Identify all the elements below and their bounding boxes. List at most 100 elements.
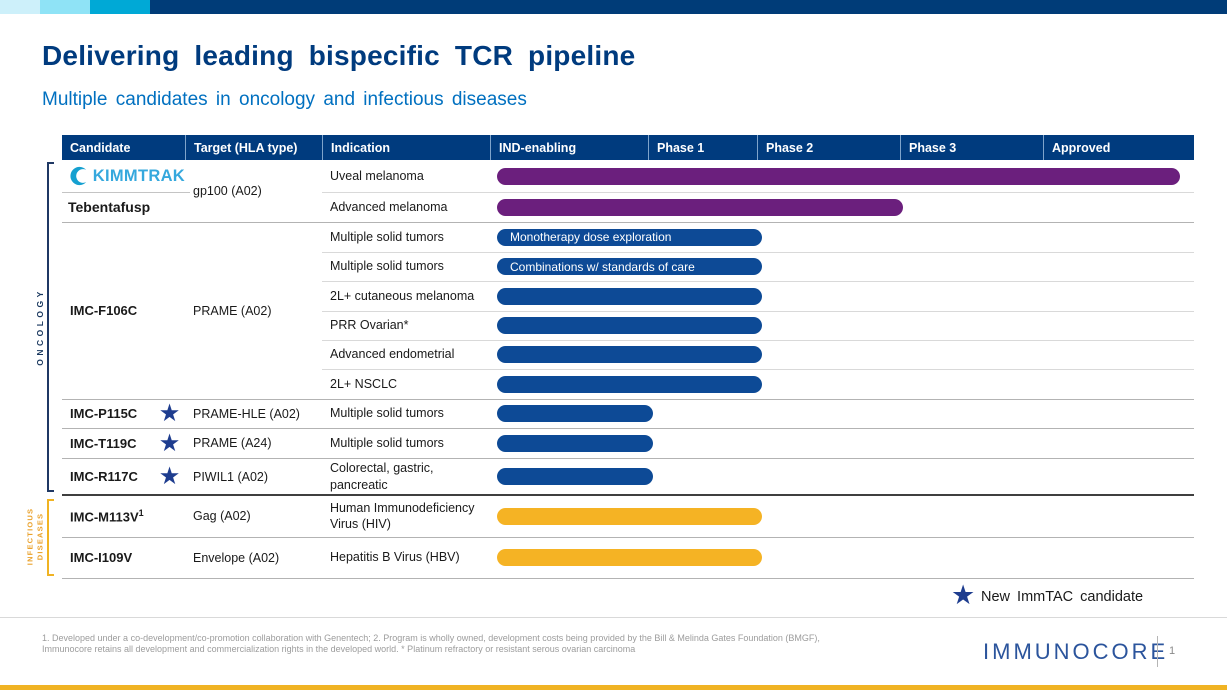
pipeline-bar — [497, 167, 1180, 185]
oncology-group-label: ONCOLOGY — [35, 288, 45, 366]
indication-cell: 2L+ cutaneous melanoma — [330, 288, 475, 303]
separator-line — [322, 369, 1194, 370]
target-cell: Gag (A02) — [193, 509, 251, 523]
candidate-name: IMC-R117C — [70, 469, 138, 484]
separator-line — [62, 192, 190, 193]
immunocore-logo: IMMUNOCORE — [983, 639, 1169, 664]
pipeline-bar — [497, 317, 762, 334]
indication-cell: Multiple solid tumors — [330, 229, 444, 244]
topbar-segment-medium-blue — [90, 0, 150, 14]
column-header: Approved — [1043, 135, 1194, 160]
pipeline-bar — [497, 375, 762, 393]
pipeline-bar — [497, 346, 762, 363]
topbar-segment-light-cyan — [0, 0, 40, 14]
indication-cell: PRR Ovarian* — [330, 318, 409, 333]
target-cell: PRAME (A24) — [193, 436, 272, 450]
separator-line — [62, 494, 1194, 496]
separator-line — [62, 399, 1194, 400]
candidate-cell: IMC-T119C ★ — [62, 428, 185, 458]
column-header: Phase 2 — [757, 135, 900, 160]
kimmtrak-logo: KIMMTRAK — [68, 160, 185, 192]
column-header: Phase 3 — [900, 135, 1043, 160]
candidate-cell: IMC-I109V — [62, 537, 185, 578]
bottom-accent-bar — [0, 685, 1227, 690]
column-header: Target (HLA type) — [185, 135, 322, 160]
pipeline-bar — [497, 287, 762, 305]
new-immtac-star-icon: ★ — [160, 465, 179, 488]
separator-line — [322, 340, 1194, 341]
pipeline-bar: Monotherapy dose exploration — [497, 228, 762, 246]
pipeline-bar-label: Combinations w/ standards of care — [510, 259, 695, 274]
separator-line — [322, 252, 1194, 253]
candidate-cell: IMC-R117C ★ — [62, 458, 185, 495]
oncology-bracket-line — [47, 162, 49, 492]
new-immtac-star-icon: ★ — [951, 580, 976, 610]
new-immtac-star-icon: ★ — [160, 431, 179, 455]
separator-line — [62, 458, 1194, 459]
pipeline-bar — [497, 434, 653, 452]
page-number: 1 — [1169, 645, 1176, 657]
infectious-bracket-tick — [47, 499, 54, 501]
pipeline-bar — [497, 507, 762, 525]
pipeline-table-header: Candidate Target (HLA type) Indication IND-… — [62, 135, 1194, 160]
separator-line — [322, 311, 1194, 312]
pipeline-bar — [497, 198, 903, 216]
page-subtitle: Multiple candidates in oncology and infe… — [42, 89, 527, 110]
candidate-cell: KIMMTRAK Tebentafusp — [62, 160, 185, 222]
pipeline-bar-label: Monotherapy dose exploration — [510, 230, 672, 244]
pipeline-table: Candidate Target (HLA type) Indication IND-… — [62, 135, 1194, 579]
indication-cell: Uveal melanoma — [330, 168, 424, 183]
footnote-line-1: 1. Developed under a co-development/co-p… — [42, 633, 820, 643]
separator-line — [62, 222, 1194, 223]
indication-cell: Multiple solid tumors — [330, 435, 444, 450]
separator-line — [62, 578, 1194, 579]
legend-label: New ImmTAC candidate — [981, 589, 1144, 605]
pipeline-bar — [497, 468, 653, 485]
new-immtac-star-icon: ★ — [160, 402, 179, 425]
oncology-bracket-tick — [47, 490, 54, 492]
indication-cell: Multiple solid tumors — [330, 406, 444, 421]
separator-line — [62, 428, 1194, 429]
footnotes: 1. Developed under a co-development/co-p… — [42, 633, 952, 655]
candidate-name: IMC-P115C — [70, 406, 138, 421]
target-cell: PIWIL1 (A02) — [193, 469, 269, 484]
column-header: IND-enabling — [490, 135, 648, 160]
separator-line — [322, 281, 1194, 282]
infectious-label-line2: DISEASES — [35, 512, 44, 561]
candidate-name: Tebentafusp — [68, 199, 151, 215]
candidate-name: IMC-T119C — [70, 435, 137, 451]
pipeline-bar — [497, 405, 653, 422]
footnote-line-2: Immunocore retains all development and c… — [42, 644, 636, 654]
pipeline-bar: Combinations w/ standards of care — [497, 258, 762, 275]
infectious-label-line1: INFECTIOUS — [25, 507, 34, 566]
infectious-group-label: INFECTIOUS DISEASES — [25, 489, 46, 585]
page-title: Delivering leading bispecific TCR pipeli… — [42, 40, 636, 71]
kimmtrak-logo-text: KIMMTRAK — [92, 166, 185, 185]
candidate-cell: IMC-F106C — [62, 222, 185, 399]
candidate-cell: IMC-P115C ★ — [62, 399, 185, 428]
page-number-divider — [1157, 636, 1158, 667]
indication-cell: Advanced endometrial — [330, 347, 455, 362]
target-cell: PRAME-HLE (A02) — [193, 406, 300, 421]
pipeline-bar — [497, 549, 762, 566]
indication-cell: 2L+ NSCLC — [330, 376, 398, 391]
infectious-bracket-tick — [47, 574, 54, 576]
indication-cell: Colorectal, gastric, pancreatic — [330, 461, 434, 492]
target-cell: gp100 (A02) — [193, 184, 262, 198]
target-cell: Envelope (A02) — [193, 550, 280, 565]
pipeline-table-body: KIMMTRAK Tebentafusp gp100 (A02) Uveal mela… — [62, 160, 1194, 579]
candidate-name: IMC-F106C — [70, 303, 138, 318]
indication-cell: Advanced melanoma — [330, 199, 448, 214]
kimmtrak-crescent-icon — [70, 166, 87, 186]
candidate-cell: IMC-M113V1 — [62, 495, 185, 537]
column-header: Phase 1 — [648, 135, 757, 160]
candidate-name: IMC-I109V — [70, 550, 133, 565]
indication-cell: Multiple solid tumors — [330, 259, 444, 274]
indication-cell: Human Immunodeficiency Virus (HIV) — [330, 500, 475, 531]
indication-cell: Hepatitis B Virus (HBV) — [330, 550, 460, 565]
separator-line — [322, 192, 1194, 193]
topbar-segment-cyan — [40, 0, 90, 14]
candidate-name: IMC-M113V1 — [70, 507, 144, 525]
infectious-bracket-line — [47, 499, 49, 576]
